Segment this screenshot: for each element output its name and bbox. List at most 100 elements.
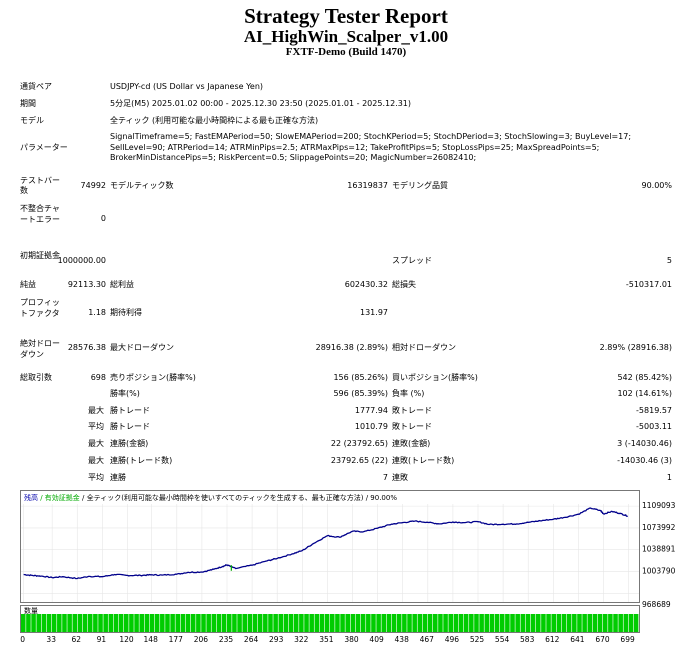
volume-bar [211, 614, 217, 632]
volume-bar [304, 614, 309, 632]
max-label-1: 最大 [88, 406, 104, 415]
x-axis: 0 33 62 91 120 148 177 206 235 264 293 322 351 380 409… [20, 635, 635, 644]
model-value: 全ティック (利用可能な最小時間枠による最も正確な方法) [110, 116, 319, 125]
y-tick-label: 1038891 [642, 545, 676, 554]
volume-bar [330, 614, 335, 632]
gross-profit-label: 総利益 [110, 280, 134, 289]
volume-bar [376, 614, 381, 632]
volume-bar [350, 614, 356, 632]
profit-trades-label: 勝率(%) [110, 389, 140, 398]
expert-name: AI_HighWin_Scalper_v1.00 [243, 27, 449, 46]
x-tick-label: 322 [294, 635, 309, 644]
total-trades-value: 698 [90, 373, 106, 382]
max-consecutive-losses-label: 連敗(金額) [392, 439, 431, 448]
volume-bar [93, 614, 98, 632]
max-consecutive-wins-label: 連勝(金額) [110, 439, 149, 448]
average-profit-label: 勝トレード [110, 422, 150, 431]
volume-bar [597, 614, 603, 632]
volume-bar [386, 614, 392, 632]
max-consecutive-wins-value: 22 (23792.65) [330, 439, 388, 448]
y-tick-label: 1109093 [642, 501, 676, 510]
balance-chart-svg: 残高 / 有効証拠金 / 全ティック(利用可能な最小時間枠を使いすべてのティック… [21, 493, 639, 602]
expected-payoff-label: 期待利得 [110, 308, 142, 317]
volume-bar [520, 614, 526, 632]
x-tick-label: 496 [445, 635, 460, 644]
volume-bar [252, 614, 258, 632]
volume-bar [556, 614, 562, 632]
volume-bar [149, 614, 155, 632]
volume-bar [407, 614, 412, 632]
gross-loss-value: -510317.01 [625, 280, 672, 289]
largest-profit-value: 1777.94 [354, 406, 388, 415]
symbol-value: USDJPY-cd (US Dollar vs Japanese Yen) [110, 82, 264, 91]
spread-label: スプレッド [392, 256, 432, 265]
volume-bar [237, 614, 242, 632]
total-trades-label: 総取引数 [20, 373, 52, 382]
max-consecutive-profit-label: 連勝(トレード数) [110, 456, 173, 465]
volume-bar [170, 614, 175, 632]
volume-bar [572, 614, 577, 632]
x-tick-label: 380 [344, 635, 359, 644]
volume-bar [160, 614, 165, 632]
volume-bar [489, 614, 495, 632]
bars-label: テストバー数 [20, 176, 60, 195]
ticks-label: モデルティック数 [110, 181, 174, 190]
max-consecutive-loss-value: -14030.46 (3) [617, 456, 672, 465]
volume-bar [577, 614, 582, 632]
volume-bar [77, 614, 83, 632]
x-tick-label: 235 [219, 635, 234, 644]
volume-bar [525, 614, 531, 632]
x-tick-label: 120 [119, 635, 134, 644]
volume-bar [206, 614, 211, 632]
deposit-value: 1000000.00 [57, 256, 106, 265]
parameters-value: SignalTimeframe=5; FastEMAPeriod=50; Slo… [110, 132, 632, 162]
volume-bar [499, 614, 505, 632]
profit-trades-value: 596 (85.39%) [333, 389, 388, 398]
x-tick-label: 699 [620, 635, 635, 644]
absolute-drawdown-label: 絶対ドローダウン [20, 339, 60, 359]
volume-bar [165, 614, 170, 632]
x-tick-label: 148 [144, 635, 159, 644]
volume-bar [541, 614, 546, 632]
period-label: 期間 [20, 99, 36, 108]
volume-label: 数量 [24, 606, 38, 615]
quality-value: 90.00% [641, 181, 672, 190]
x-tick-label: 554 [495, 635, 510, 644]
y-tick-label: 1073992 [642, 523, 676, 532]
x-tick-label: 467 [420, 635, 435, 644]
volume-bar [293, 614, 299, 632]
relative-drawdown-label: 相対ドローダウン [392, 343, 456, 352]
loss-trades-label: 負率 (%) [392, 389, 425, 398]
average-consecutive-losses-value: 1 [666, 473, 672, 482]
volume-bar [36, 614, 41, 632]
volume-bar [288, 614, 294, 632]
volume-bar [623, 614, 629, 632]
volume-bar [134, 614, 139, 632]
volume-bar [469, 614, 474, 632]
volume-bar [196, 614, 201, 632]
volume-bar [108, 614, 114, 632]
volume-bar [124, 614, 129, 632]
volume-bar [185, 614, 191, 632]
short-positions-value: 156 (85.26%) [333, 373, 388, 382]
volume-bar [602, 614, 608, 632]
volume-bar [355, 614, 361, 632]
x-tick-label: 583 [520, 635, 535, 644]
volume-bar [618, 614, 623, 632]
volume-bar [129, 614, 134, 632]
parameters-label: パラメーター [20, 143, 68, 152]
expected-payoff-value: 131.97 [360, 308, 388, 317]
volume-bar [422, 614, 428, 632]
volume-bar [484, 614, 490, 632]
volume-bar [98, 614, 103, 632]
volume-bar [118, 614, 124, 632]
errors-value: 0 [100, 214, 106, 223]
x-tick-label: 670 [595, 635, 610, 644]
chart-legend: 残高 / 有効証拠金 / 全ティック(利用可能な最小時間枠を使いすべてのティック… [24, 493, 397, 502]
volume-bar [608, 614, 613, 632]
volume-bar [72, 614, 78, 632]
x-tick-label: 0 [20, 635, 25, 644]
volume-bar [474, 614, 479, 632]
x-tick-label: 62 [72, 635, 82, 644]
legend-equity: / 有効証拠金 [38, 493, 80, 502]
